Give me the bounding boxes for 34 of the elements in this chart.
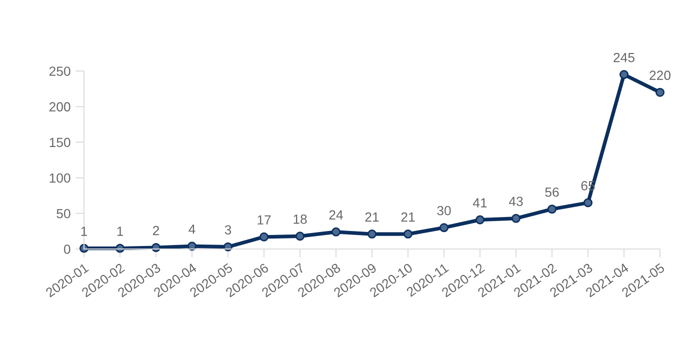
point: [511, 214, 521, 223]
data-label: 17: [258, 215, 271, 224]
data-label: 21: [365, 212, 379, 222]
data-label: 245: [614, 52, 634, 62]
point: [547, 204, 557, 214]
data-label: 56: [545, 187, 559, 197]
data-label: 24: [329, 210, 343, 220]
point: [583, 198, 593, 208]
data-label: 43: [508, 196, 523, 206]
data-label: 1: [81, 226, 88, 236]
data-label: 18: [294, 214, 307, 224]
y-tick-label: 100: [50, 173, 70, 183]
point: [331, 227, 341, 236]
data-label: 3: [224, 225, 232, 235]
data-label: 21: [401, 212, 415, 222]
y-tick-label: 0: [64, 244, 70, 254]
point: [655, 88, 665, 97]
point: [295, 232, 305, 241]
point: [475, 215, 485, 224]
data-label: 30: [437, 206, 451, 216]
point: [367, 230, 377, 239]
data-label: 1: [117, 226, 124, 236]
data-label: 2: [152, 226, 160, 236]
data-label: 41: [472, 198, 487, 208]
y-tick-label: 200: [49, 102, 70, 112]
y-tick-label: 150: [50, 138, 70, 148]
data-label: 220: [650, 70, 670, 80]
point: [439, 223, 449, 232]
data-label: 4: [188, 224, 196, 234]
y-tick-label: 50: [56, 208, 70, 218]
point: [403, 230, 413, 239]
y-tick-label: 250: [49, 66, 70, 76]
point: [259, 232, 269, 242]
point: [619, 70, 629, 80]
